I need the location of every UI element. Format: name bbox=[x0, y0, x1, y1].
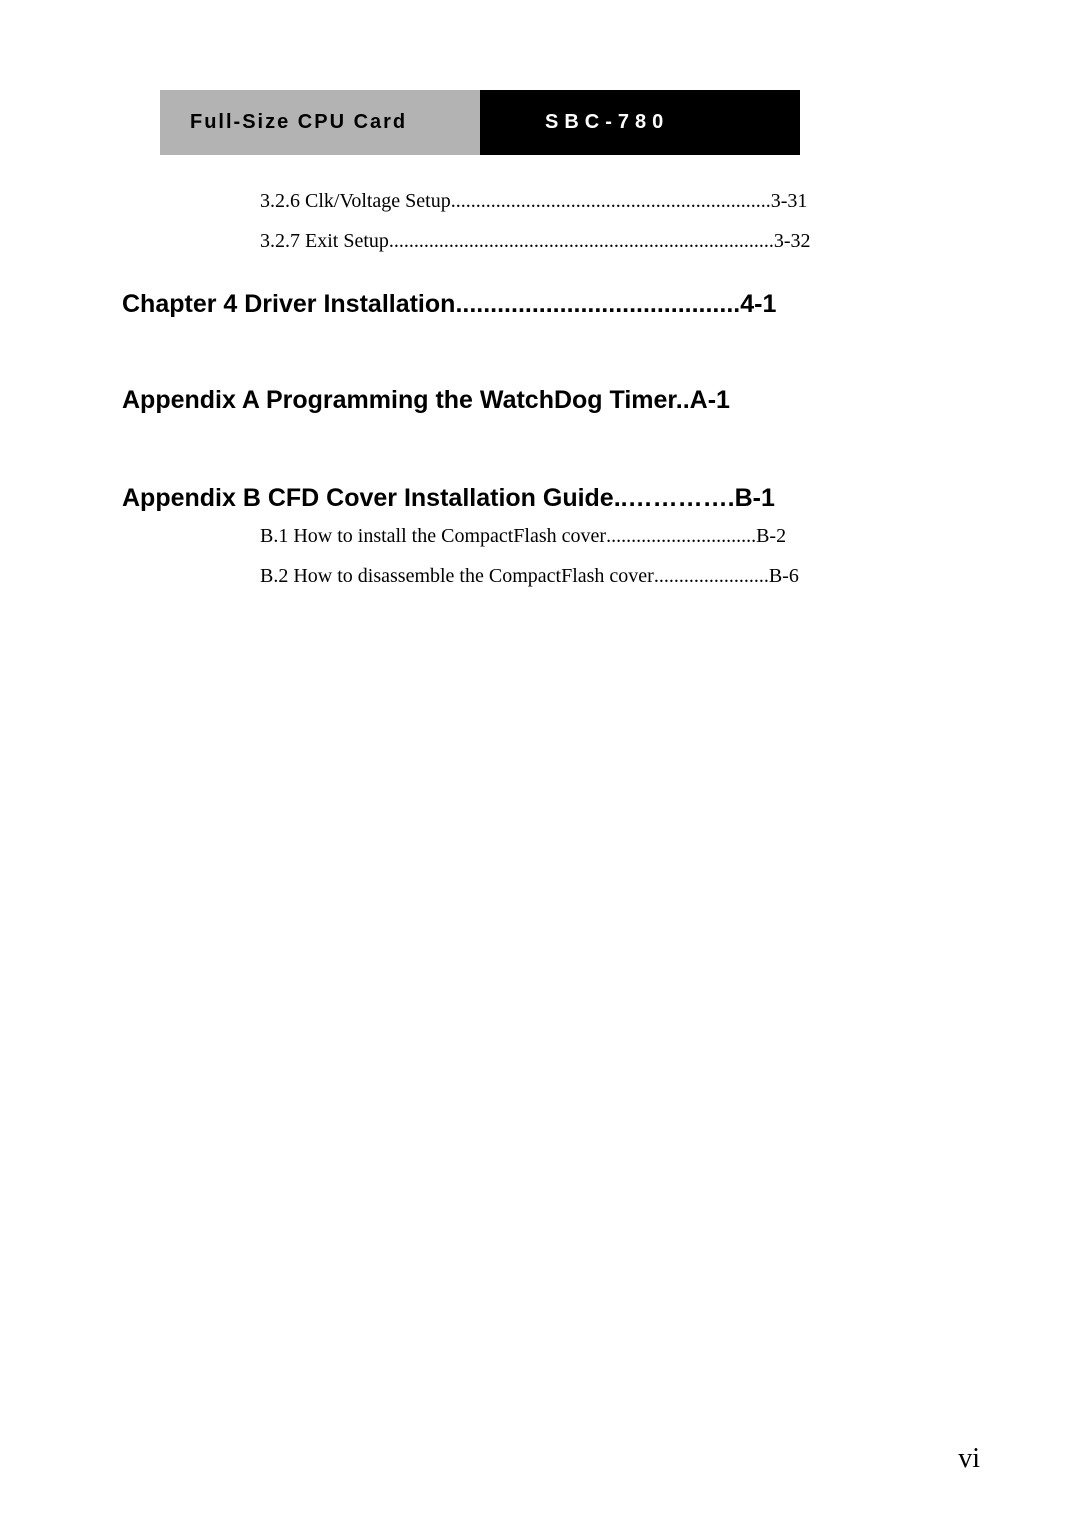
toc-appendix-b: Appendix B CFD Cover Installation Guide.… bbox=[122, 484, 802, 513]
toc-label: Appendix B CFD Cover Installation Guide.… bbox=[122, 484, 628, 513]
page-number: vi bbox=[958, 1443, 980, 1475]
toc-dots: ........................................… bbox=[389, 230, 774, 253]
toc-page: B-2 bbox=[756, 525, 786, 548]
toc-dots: ....................... bbox=[654, 565, 769, 588]
header-right-text: SBC-780 bbox=[545, 111, 669, 134]
toc-entry-326: 3.2.6 Clk/Voltage Setup ................… bbox=[260, 190, 810, 213]
toc-entry-b1: B.1 How to install the CompactFlash cove… bbox=[260, 525, 810, 548]
toc-appendix-a: Appendix A Programming the WatchDog Time… bbox=[122, 386, 802, 415]
toc-entry-327: 3.2.7 Exit Setup .......................… bbox=[260, 230, 810, 253]
toc-page: B-1 bbox=[735, 484, 775, 513]
toc-page: 3-32 bbox=[774, 230, 811, 253]
header-right-panel: SBC-780 bbox=[480, 90, 800, 155]
toc-label: 3.2.7 Exit Setup bbox=[260, 230, 389, 253]
toc-page: B-6 bbox=[769, 565, 799, 588]
toc-dots: ........................................… bbox=[451, 190, 771, 213]
toc-label: Chapter 4 Driver Installation bbox=[122, 290, 455, 319]
toc-dots: ........................................… bbox=[455, 290, 740, 319]
document-header: Full-Size CPU Card SBC-780 bbox=[160, 90, 800, 155]
toc-entry-b2: B.2 How to disassemble the CompactFlash … bbox=[260, 565, 810, 588]
toc-page: A-1 bbox=[690, 386, 730, 415]
toc-page: 3-31 bbox=[771, 190, 808, 213]
header-left-text: Full-Size CPU Card bbox=[190, 111, 407, 134]
header-left-panel: Full-Size CPU Card bbox=[160, 90, 480, 155]
toc-dots: .............................. bbox=[606, 525, 756, 548]
toc-label: B.1 How to install the CompactFlash cove… bbox=[260, 525, 606, 548]
toc-page: 4-1 bbox=[740, 290, 776, 319]
toc-dots: …………. bbox=[628, 484, 735, 513]
toc-label: B.2 How to disassemble the CompactFlash … bbox=[260, 565, 654, 588]
toc-label: 3.2.6 Clk/Voltage Setup bbox=[260, 190, 451, 213]
toc-chapter-4: Chapter 4 Driver Installation ..........… bbox=[122, 290, 802, 319]
toc-label: Appendix A Programming the WatchDog Time… bbox=[122, 386, 690, 415]
